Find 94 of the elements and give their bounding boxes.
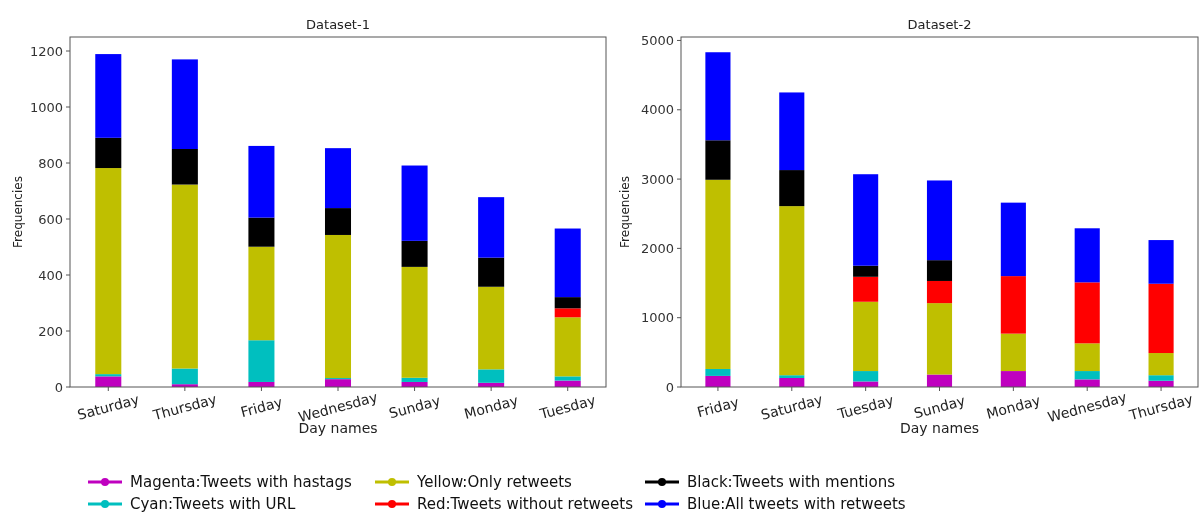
bar xyxy=(1148,240,1174,284)
bar xyxy=(401,165,428,241)
bar xyxy=(1074,379,1100,387)
bar xyxy=(1074,228,1100,283)
bar xyxy=(1074,371,1100,380)
y-tick-label: 800 xyxy=(38,155,63,171)
x-tick-label: Sunday xyxy=(912,392,967,422)
legend-label: Red:Tweets without retweets xyxy=(417,495,634,514)
bar xyxy=(324,234,352,379)
bar xyxy=(1000,371,1026,387)
bar xyxy=(705,375,731,387)
bar xyxy=(248,246,275,341)
legend-label: Blue:All tweets with retweets xyxy=(687,495,906,514)
bar xyxy=(554,376,581,381)
bar xyxy=(248,145,275,218)
x-tick-label: Thursday xyxy=(1126,390,1195,424)
chart-title: Dataset-2 xyxy=(907,17,972,32)
bar xyxy=(171,184,198,369)
legend-label: Black:Tweets with mentions xyxy=(687,473,896,492)
x-tick-label: Tuesday xyxy=(537,391,598,423)
bar xyxy=(1000,333,1026,372)
legend-label: Cyan:Tweets with URL xyxy=(130,495,296,514)
bar xyxy=(554,308,581,318)
bar xyxy=(171,149,198,185)
bar xyxy=(478,257,505,287)
y-tick-label: 400 xyxy=(38,267,63,283)
legend-label: Yellow:Only retweets xyxy=(416,473,573,492)
bar xyxy=(554,317,581,377)
bar xyxy=(171,59,198,149)
bar xyxy=(1148,375,1174,381)
bar xyxy=(779,170,805,207)
bar xyxy=(478,286,505,370)
x-tick-label: Tuesday xyxy=(835,391,896,423)
bar xyxy=(705,368,731,376)
bar xyxy=(1074,343,1100,372)
bar xyxy=(1148,283,1174,354)
y-tick-label: 600 xyxy=(38,211,63,227)
bar xyxy=(95,168,122,375)
bar xyxy=(853,301,879,372)
bar xyxy=(705,52,731,141)
y-tick-label: 3000 xyxy=(640,171,674,187)
y-tick-label: 5000 xyxy=(640,33,674,49)
bar xyxy=(779,92,805,171)
bar xyxy=(324,148,352,209)
x-tick-label: Monday xyxy=(984,392,1043,422)
bar xyxy=(853,381,879,387)
bar xyxy=(171,368,198,385)
bar xyxy=(1148,353,1174,376)
y-tick-label: 0 xyxy=(54,379,63,395)
y-axis-title: Frequencies xyxy=(11,176,25,248)
bar xyxy=(1074,282,1100,344)
bar xyxy=(1000,202,1026,277)
bar xyxy=(705,179,731,369)
x-tick-label: Sunday xyxy=(387,392,442,422)
legend-label: Magenta:Tweets with hastags xyxy=(130,473,353,492)
bar xyxy=(926,180,953,261)
y-axis-title: Frequencies xyxy=(618,176,632,248)
bar xyxy=(926,303,953,375)
bar xyxy=(779,375,805,378)
bar xyxy=(926,280,953,304)
y-tick-label: 2000 xyxy=(640,240,674,256)
bar xyxy=(324,208,352,235)
bar xyxy=(401,266,428,378)
bar xyxy=(401,377,428,382)
bar xyxy=(95,54,122,138)
bar xyxy=(478,369,505,383)
bar xyxy=(853,265,879,277)
x-tick-label: Friday xyxy=(238,393,284,421)
y-tick-label: 1000 xyxy=(640,310,674,326)
y-tick-label: 4000 xyxy=(640,102,674,118)
y-tick-label: 1200 xyxy=(29,43,63,59)
bar xyxy=(95,374,122,377)
bar xyxy=(779,206,805,376)
bar xyxy=(1000,276,1026,334)
chart-title: Dataset-1 xyxy=(306,17,370,32)
bar xyxy=(554,297,581,309)
bar xyxy=(248,217,275,247)
x-tick-label: Monday xyxy=(462,392,520,422)
bar xyxy=(853,174,879,266)
x-tick-label: Friday xyxy=(695,393,741,421)
bar xyxy=(853,371,879,382)
bar xyxy=(554,228,581,298)
bar xyxy=(95,376,122,387)
x-axis-title: Day names xyxy=(899,420,980,436)
bar xyxy=(705,140,731,180)
bar xyxy=(926,260,953,281)
bar xyxy=(853,276,879,302)
bar xyxy=(95,137,122,169)
y-tick-label: 1000 xyxy=(29,99,63,115)
bar xyxy=(478,197,505,258)
y-tick-label: 200 xyxy=(38,323,63,339)
y-tick-label: 0 xyxy=(665,379,674,395)
bar xyxy=(401,240,428,267)
bar xyxy=(248,340,275,382)
